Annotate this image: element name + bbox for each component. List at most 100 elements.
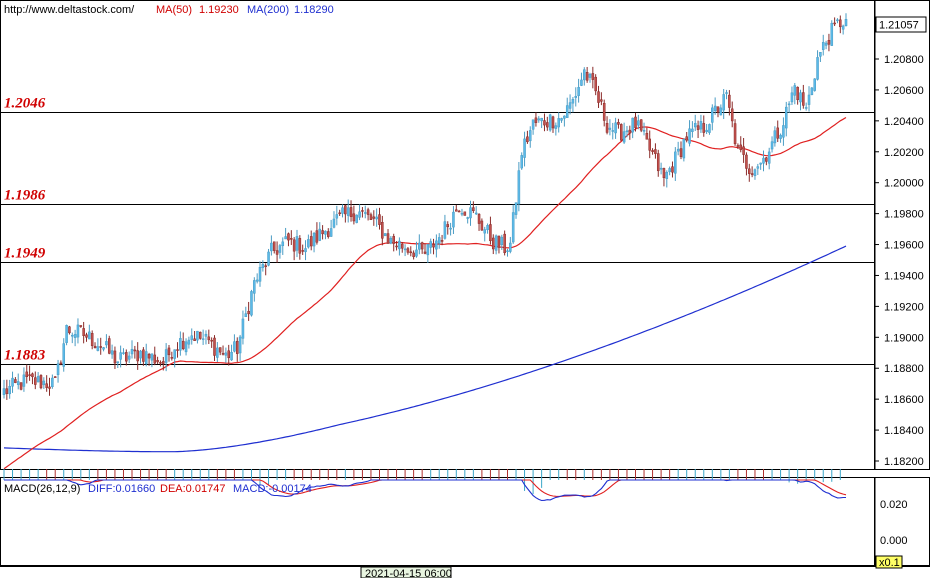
candle-body <box>107 338 111 354</box>
candle-body <box>409 251 413 254</box>
candle-body <box>270 242 273 252</box>
candle-body <box>301 250 304 252</box>
candle-body <box>423 251 427 254</box>
candle-body <box>455 209 458 212</box>
candle-body <box>477 213 481 224</box>
zoom-box[interactable] <box>875 555 903 569</box>
candle-body <box>537 118 541 121</box>
candle-body <box>352 213 356 222</box>
candle-body <box>56 363 60 375</box>
candle-body <box>511 212 515 243</box>
candle-body <box>614 122 617 134</box>
candle-body <box>102 347 105 350</box>
candle-body <box>733 123 737 145</box>
candle-body <box>568 102 572 109</box>
candle-body <box>779 134 782 139</box>
candle-body <box>517 170 521 205</box>
candle-body <box>782 125 785 138</box>
candle-body <box>839 19 842 28</box>
macd-diff: DIFF:0.01660 <box>88 483 155 495</box>
candle-body <box>440 240 444 242</box>
candle-body <box>617 122 620 125</box>
candle-body <box>748 168 751 174</box>
candle-body <box>466 217 469 219</box>
candle-body <box>696 125 700 130</box>
candle-body <box>497 235 501 248</box>
candle-body <box>767 151 771 164</box>
candle-body <box>489 224 492 242</box>
candle-body <box>765 157 768 162</box>
candle-body <box>253 280 256 294</box>
candle-body <box>591 73 595 80</box>
candle-body <box>19 382 23 390</box>
candle-body <box>526 136 529 143</box>
candle-body <box>11 377 14 387</box>
candle-body <box>813 78 816 91</box>
candle-body <box>406 248 410 253</box>
last-price: 1.21057 <box>879 20 919 32</box>
candle-body <box>378 214 381 225</box>
price-tick-13: 1.18200 <box>884 456 924 468</box>
candle-body <box>147 353 151 359</box>
price-tick-7: 1.19400 <box>884 270 924 282</box>
candle-body <box>321 230 324 235</box>
candle-body <box>309 236 313 247</box>
candle-body <box>551 116 555 129</box>
time-label: 2021-04-15 06:00 <box>365 568 452 578</box>
candle-body <box>201 338 205 340</box>
candle-body <box>557 118 560 128</box>
macd-tick-0: 0.020 <box>880 499 908 511</box>
candle-body <box>437 237 441 244</box>
candle-body <box>432 244 435 248</box>
candle-body <box>796 86 799 101</box>
candle-body <box>62 343 66 367</box>
candle-body <box>213 337 216 356</box>
candle-body <box>332 218 336 228</box>
macd-series <box>3 469 847 502</box>
candle-body <box>139 350 142 359</box>
candle-body <box>400 243 404 249</box>
candle-body <box>88 331 91 340</box>
price-tick-4: 1.20000 <box>884 178 924 190</box>
candle-body <box>699 121 703 130</box>
candle-body <box>571 99 575 104</box>
candle-body <box>418 242 421 250</box>
candle-body <box>540 117 543 122</box>
candle-body <box>218 347 222 353</box>
candle-body <box>361 210 364 212</box>
candle-body <box>474 212 478 215</box>
ma200-value: 1.18290 <box>294 4 334 16</box>
candle-body <box>830 22 834 46</box>
candle-body <box>16 381 20 386</box>
zoom-label[interactable]: x0.1 <box>879 557 900 569</box>
candle-body <box>674 151 677 174</box>
macd-scale[interactable] <box>874 477 930 566</box>
candle-body <box>651 150 654 152</box>
candle-body <box>528 130 532 142</box>
candle-body <box>73 334 77 338</box>
candle-body <box>395 245 398 248</box>
candle-body <box>381 222 384 239</box>
candle-body <box>233 341 236 352</box>
candle-body <box>366 209 370 215</box>
price-scale[interactable] <box>874 0 930 470</box>
candle-body <box>509 242 512 252</box>
candle-body <box>68 326 71 334</box>
candle-body <box>190 335 194 340</box>
macd-panel <box>0 477 875 566</box>
candle-body <box>327 231 330 237</box>
candle-body <box>110 350 114 355</box>
price-tick-2: 1.20400 <box>884 116 924 128</box>
candle-body <box>341 207 344 214</box>
candle-body <box>59 362 63 365</box>
candle-body <box>426 244 430 256</box>
candle-body <box>708 124 711 133</box>
candle-body <box>719 107 723 116</box>
ma200-path <box>3 245 847 453</box>
candle-body <box>70 334 74 337</box>
source-url[interactable]: http://www.deltastock.com/ <box>4 4 135 16</box>
candle-body <box>420 242 424 250</box>
candle-body <box>119 352 122 360</box>
candle-body <box>577 87 580 96</box>
candle-body <box>159 362 162 364</box>
